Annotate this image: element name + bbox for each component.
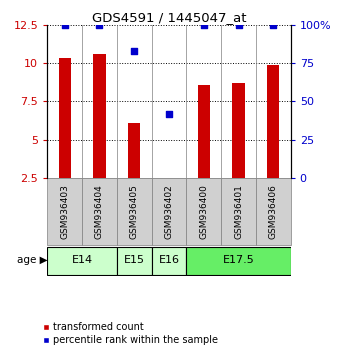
- Bar: [117, 247, 152, 275]
- Bar: [163, 178, 175, 179]
- Bar: [47, 247, 117, 275]
- Point: [62, 22, 67, 28]
- Text: E15: E15: [124, 255, 145, 265]
- Text: GSM936401: GSM936401: [234, 184, 243, 239]
- Point: [201, 22, 207, 28]
- Text: age ▶: age ▶: [17, 255, 47, 265]
- Text: GSM936405: GSM936405: [130, 184, 139, 239]
- Bar: [93, 54, 105, 178]
- Bar: [117, 178, 152, 245]
- Title: GDS4591 / 1445047_at: GDS4591 / 1445047_at: [92, 11, 246, 24]
- Text: E17.5: E17.5: [223, 255, 255, 265]
- Point: [271, 22, 276, 28]
- Bar: [47, 178, 82, 245]
- Bar: [186, 178, 221, 245]
- Text: GSM936402: GSM936402: [165, 184, 173, 239]
- Text: GSM936404: GSM936404: [95, 184, 104, 239]
- Text: GSM936400: GSM936400: [199, 184, 208, 239]
- Bar: [82, 178, 117, 245]
- Bar: [198, 85, 210, 178]
- Text: E16: E16: [159, 255, 179, 265]
- Text: GSM936406: GSM936406: [269, 184, 278, 239]
- Point: [236, 22, 241, 28]
- Bar: [186, 247, 291, 275]
- Text: GSM936403: GSM936403: [60, 184, 69, 239]
- Bar: [58, 58, 71, 178]
- Point: [97, 22, 102, 28]
- Bar: [233, 83, 245, 178]
- Legend: transformed count, percentile rank within the sample: transformed count, percentile rank withi…: [39, 319, 222, 349]
- Bar: [128, 123, 140, 178]
- Point: [131, 48, 137, 54]
- Point: [166, 111, 172, 116]
- Bar: [152, 247, 186, 275]
- Bar: [221, 178, 256, 245]
- Bar: [267, 65, 280, 178]
- Bar: [256, 178, 291, 245]
- Text: E14: E14: [72, 255, 93, 265]
- Bar: [152, 178, 186, 245]
